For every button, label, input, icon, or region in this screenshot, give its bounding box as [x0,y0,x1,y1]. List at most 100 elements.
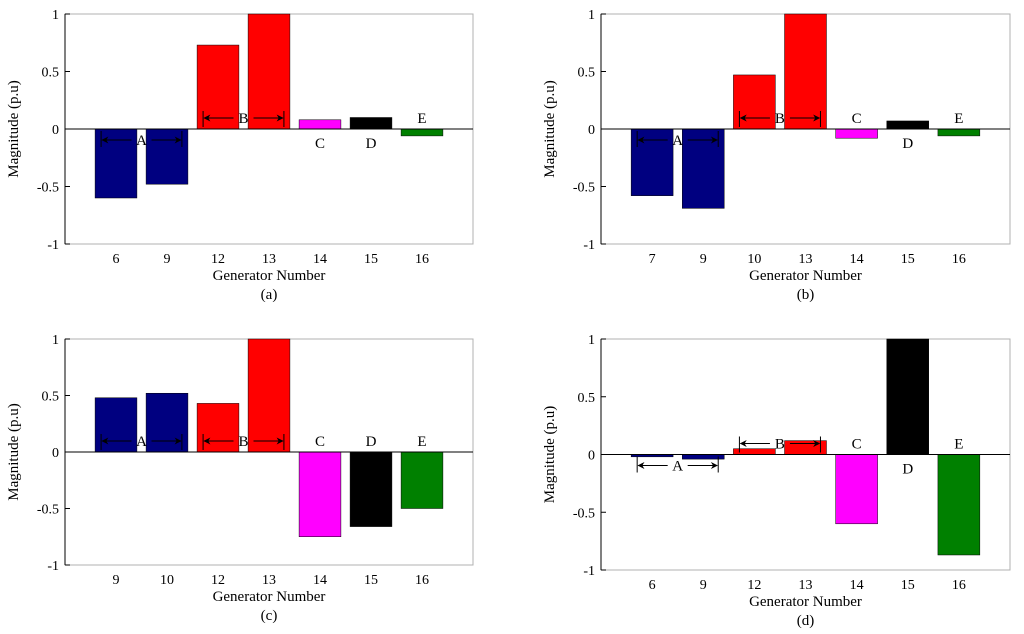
group-annotation-B: B [202,111,285,127]
x-axis-label: Generator Number [213,589,326,605]
y-tick-label: 1 [52,8,59,23]
x-axis-label: Generator Number [749,594,862,610]
x-axis-label: Generator Number [749,268,862,284]
x-axis-label: Generator Number [213,268,326,284]
bar-c-16 [400,451,444,509]
y-tick-label: -1 [47,559,59,574]
group-label-B: B [238,434,248,450]
x-tick-label: 14 [850,578,864,593]
x-tick-label: 16 [415,252,429,267]
x-tick-label: 13 [799,578,813,593]
group-label-C: C [315,434,325,450]
bar-c-15 [349,451,393,527]
chart-panel-b: -1 -0.5 0 0.5 1 7 9 10 13 14 15 16 Generator Number (… [542,8,1011,303]
group-label-A: A [672,459,683,475]
x-tick-label: 15 [364,573,378,588]
x-tick-label: 13 [262,573,276,588]
x-tick-label: 16 [952,578,966,593]
group-label-D: D [902,136,913,152]
x-tick-label: 7 [649,252,656,267]
bar-b-14 [835,128,878,139]
y-axis-label: Magnitude (p.u) [6,80,22,177]
x-tick-label: 6 [649,578,656,593]
y-tick-label: 0 [52,446,59,461]
y-axis-label: Magnitude (p.u) [6,403,22,500]
group-label-E: E [954,437,963,453]
x-tick-label: 12 [211,573,225,588]
group-label-B: B [775,437,785,453]
group-label-B: B [238,111,248,127]
x-tick-label: 12 [211,252,225,267]
bar-d-16 [937,454,981,556]
chart-panel-c: -1 -0.5 0 0.5 1 9 10 12 13 14 15 16 Generator Number… [6,333,474,624]
bar-b-13 [784,13,827,130]
x-tick-label: 14 [850,252,864,267]
x-tick-label: 16 [415,573,429,588]
bar-d-14 [835,454,878,525]
group-label-C: C [315,136,325,152]
group-label-A: A [136,434,147,450]
bar-b-15 [886,120,929,130]
y-axis-label: Magnitude (p.u) [542,80,558,177]
bar-c-13 [247,338,291,453]
panel-caption: (a) [261,287,278,303]
group-label-B: B [775,111,785,127]
y-tick-label: -0.5 [37,503,59,518]
y-tick-label: 1 [52,333,59,348]
x-tick-label: 14 [313,573,327,588]
y-tick-label: 0.5 [42,66,60,81]
y-axis-label: Magnitude (p.u) [542,406,558,503]
group-label-E: E [954,111,963,127]
y-tick-label: 0 [588,123,595,138]
x-tick-label: 12 [747,578,761,593]
bar-a-16 [400,128,444,137]
group-label-D: D [366,434,377,450]
y-tick-label: 1 [588,333,595,348]
group-annotation-A: A [636,456,719,475]
panel-caption: (c) [261,608,278,624]
y-tick-label: -0.5 [573,506,595,521]
x-tick-label: 13 [799,252,813,267]
bar-a-14 [298,119,342,130]
x-tick-label: 10 [160,573,174,588]
x-tick-label: 9 [700,252,707,267]
group-label-A: A [672,133,683,149]
y-tick-label: -1 [583,564,595,579]
y-tick-label: -1 [47,238,59,253]
x-tick-label: 9 [113,573,120,588]
x-tick-label: 9 [164,252,171,267]
y-tick-label: -0.5 [37,181,59,196]
bar-d-15 [886,338,929,455]
group-label-D: D [902,462,913,478]
panel-caption: (b) [797,287,815,303]
x-tick-label: 15 [901,252,915,267]
group-annotation-B: B [738,436,821,453]
x-tick-label: 13 [262,252,276,267]
x-tick-label: 10 [747,252,761,267]
x-tick-label: 9 [700,578,707,593]
y-tick-label: 0.5 [578,66,596,81]
group-label-C: C [852,437,862,453]
bar-a-15 [349,117,393,130]
x-tick-label: 15 [364,252,378,267]
x-tick-label: 16 [952,252,966,267]
group-label-D: D [366,136,377,152]
group-label-E: E [417,111,426,127]
group-label-A: A [136,133,147,149]
bar-b-16 [937,128,981,137]
x-tick-label: 15 [901,578,915,593]
x-tick-label: 14 [313,252,327,267]
group-annotation-A: A [636,131,719,149]
y-tick-label: -1 [583,238,595,253]
y-tick-label: -0.5 [573,181,595,196]
group-annotation-B: B [202,434,285,450]
y-tick-label: 0.5 [578,391,596,406]
group-annotation-A: A [100,131,183,149]
y-tick-label: 0 [588,449,595,464]
y-tick-label: 0.5 [42,390,60,405]
x-tick-label: 6 [113,252,120,267]
y-tick-label: 1 [588,8,595,23]
